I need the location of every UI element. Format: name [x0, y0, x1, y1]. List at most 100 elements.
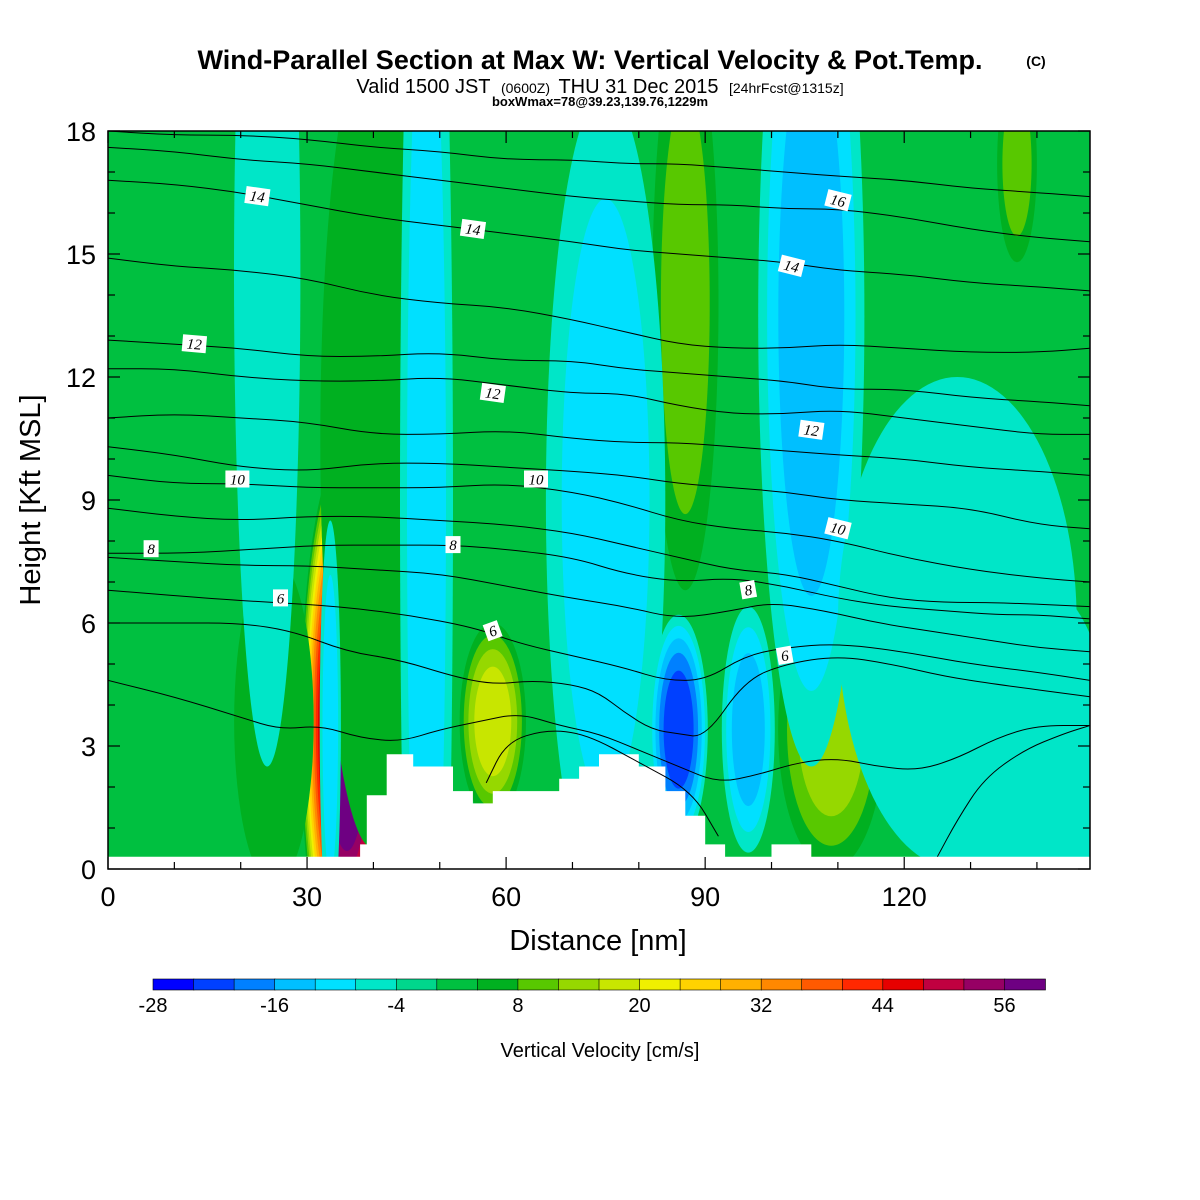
isoline-label-bg	[482, 620, 503, 642]
terrain-fill	[108, 754, 1090, 869]
isoline-label: 6	[775, 645, 794, 665]
colorbar-tick-label: -4	[387, 995, 405, 1017]
colorbar-swatch	[274, 978, 316, 991]
theta-isoline	[108, 339, 1090, 407]
isoline-label-text: 10	[828, 520, 847, 539]
colorbar-tick-label: -28	[139, 995, 168, 1017]
isoline-label: 14	[244, 186, 271, 207]
colorbar-tick-labels: -28 -16 -4 8 20 32 44 56	[139, 995, 1016, 1017]
x-tick-label: 120	[882, 882, 927, 912]
contour-band	[663, 670, 694, 789]
isoline-label: 12	[181, 334, 208, 354]
chart-title: Wind-Parallel Section at Max W: Vertical…	[198, 45, 983, 75]
colorbar-tick-label: 56	[993, 995, 1015, 1017]
isoline-label: 10	[824, 517, 852, 539]
contour-band	[778, 131, 845, 596]
theta-isoline	[108, 146, 1090, 243]
isoline-label-text: 6	[277, 591, 285, 607]
isoline-label-bg	[775, 645, 794, 665]
isoline-label-bg	[143, 540, 159, 558]
x-tick-label: 0	[100, 882, 115, 912]
isoline-label: 10	[524, 470, 548, 489]
theta-isoline	[108, 446, 1090, 530]
x-axis-title: Distance [nm]	[509, 925, 686, 957]
axis-ticks	[107, 130, 1090, 870]
vertical-velocity-field	[234, 131, 1090, 869]
isoline-label-text: 12	[803, 422, 821, 440]
copyright-mark: (C)	[1026, 53, 1045, 69]
colorbar-swatch	[720, 978, 762, 991]
colorbar-swatch	[395, 978, 438, 991]
isoline-label-bg	[225, 470, 250, 488]
y-tick-label: 9	[81, 486, 96, 516]
terrain-profile	[108, 754, 1090, 869]
theta-isoline	[108, 544, 1090, 620]
y-tick-label: 6	[81, 609, 96, 639]
colorbar-tick-label: 32	[750, 995, 772, 1017]
field-feature-downdraft	[400, 131, 453, 869]
isoline-label-text: 10	[529, 473, 545, 489]
contour-band	[474, 666, 512, 777]
isoline-label: 12	[798, 419, 825, 440]
y-tick-label: 15	[66, 240, 96, 270]
field-feature-downdraft	[758, 131, 865, 767]
isoline-label-bg	[445, 536, 461, 554]
contour-band	[660, 131, 710, 515]
colorbar-swatch	[517, 978, 560, 991]
field-feature-updraft	[652, 131, 719, 591]
isoline-label: 6	[273, 589, 288, 607]
colorbar-swatch	[436, 978, 479, 991]
field-feature-downdraft	[957, 582, 1090, 869]
colorbar-swatch	[598, 978, 641, 991]
colorbar-tick-label: -16	[260, 995, 289, 1017]
valid-prefix: Valid 1500 JST	[356, 76, 490, 98]
colorbar-swatch	[558, 978, 600, 991]
isoline-label-text: 8	[449, 538, 457, 554]
colorbar-swatch	[477, 978, 519, 991]
colorbar-swatch	[233, 978, 276, 991]
contour-band	[322, 574, 339, 869]
field-feature-updraft	[459, 623, 526, 820]
isoline-label: 10	[225, 470, 250, 489]
contour-band	[731, 653, 765, 807]
isoline-label: 12	[479, 382, 506, 403]
y-tick-label: 0	[81, 855, 96, 885]
field-feature-updraft	[997, 131, 1037, 263]
isoline-label: 8	[143, 540, 159, 558]
y-tick-label: 12	[66, 363, 96, 393]
isoline-label-text: 8	[147, 542, 155, 558]
valid-line: Valid 1500 JST (0600Z) THU 31 Dec 2015 […	[356, 76, 843, 98]
contour-band	[957, 582, 1090, 869]
valid-date: THU 31 Dec 2015	[558, 76, 718, 98]
isoline-label-text: 14	[249, 189, 267, 207]
y-tick-label: 3	[81, 732, 96, 762]
theta-isoline	[485, 730, 719, 837]
isoline-label-bg	[824, 189, 852, 212]
colorbar-swatch	[923, 978, 965, 991]
isoline-label-bg	[739, 580, 758, 600]
isoline-label-text: 6	[780, 648, 791, 665]
isoline-label: 6	[482, 620, 503, 642]
isoline-label-text: 12	[186, 337, 203, 354]
isoline-label-bg	[777, 254, 806, 277]
contour-band	[234, 131, 301, 767]
contour-band	[1002, 131, 1032, 237]
theta-isoline	[108, 679, 1090, 781]
contour-band	[561, 198, 650, 802]
theta-isoline	[108, 131, 1090, 198]
field-feature-downdraft	[545, 131, 666, 869]
isoline-label-bg	[273, 589, 288, 607]
field-feature-downdraft	[234, 131, 301, 767]
isoline-label-bg	[798, 419, 825, 440]
isoline-label-text: 12	[484, 385, 502, 403]
theta-isoline	[108, 589, 1090, 681]
contour-band	[320, 131, 427, 849]
x-tick-label: 90	[690, 882, 720, 912]
colorbar-swatch	[193, 978, 235, 991]
colorbar-swatch	[841, 978, 884, 991]
y-tick-label: 18	[66, 117, 96, 147]
isoline-label-text: 10	[230, 473, 246, 489]
theta-isoline	[108, 474, 1090, 583]
isoline-label-bg	[524, 470, 548, 488]
contour-band	[407, 131, 446, 869]
